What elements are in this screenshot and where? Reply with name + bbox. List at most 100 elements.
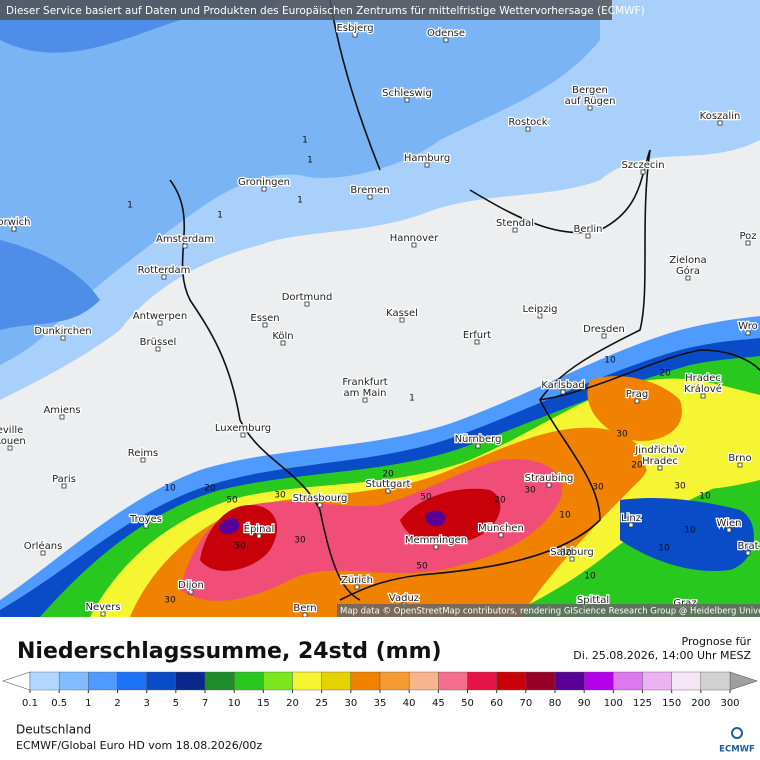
contour-label: 1 [297, 196, 303, 206]
contour-label: 10 [699, 492, 711, 502]
city-label: Dijon [178, 580, 204, 591]
city-label: München [478, 523, 524, 534]
city-label: Hradec [642, 456, 678, 467]
map-field [0, 0, 760, 617]
band-red [200, 488, 501, 571]
city-dot [433, 544, 439, 550]
city-label: Straubing [525, 473, 574, 484]
city-label: Brüssel [140, 337, 177, 348]
city-dot [262, 322, 268, 328]
city-label: Essen [250, 313, 279, 324]
city-dot [367, 194, 373, 200]
colorbar-tick-label: 100 [604, 698, 623, 709]
contour-label: 10 [584, 572, 596, 582]
city-label: Wro [738, 321, 757, 332]
city-dot [256, 533, 262, 539]
city-label: Góra [676, 265, 700, 277]
city-dot [59, 414, 65, 420]
logo: ECMWF [719, 745, 755, 755]
city-dot [7, 445, 13, 451]
city-dot [601, 333, 607, 339]
city-dot [352, 32, 358, 38]
city-label: Szczecin [621, 160, 664, 171]
city-label: auf Rügen [565, 96, 616, 107]
logo-icon [731, 727, 743, 739]
colorbar-tick-label: 35 [374, 698, 387, 709]
blob-blue [620, 498, 754, 571]
contour-label: 1 [217, 211, 223, 221]
city-label: orwich [0, 217, 31, 228]
city-label: Brno [728, 453, 751, 464]
contour-label: 50 [226, 496, 238, 506]
colorbar-tick-label: 60 [490, 698, 503, 709]
city-dot [354, 584, 360, 590]
contour-label: 20 [204, 484, 216, 494]
city-dot [140, 457, 146, 463]
city-dot [560, 389, 566, 395]
city-label: Luxemburg [215, 423, 271, 434]
colorbar-swatch [438, 671, 468, 691]
colorbar-swatch [292, 671, 322, 691]
colorbar-tick-label: 50 [461, 698, 474, 709]
city-label: Koszalin [700, 111, 741, 122]
city-label: Stendal [496, 218, 534, 229]
contour-label: 1 [302, 136, 308, 146]
colorbar-swatch [146, 671, 177, 691]
model-run: ECMWF/Global Euro HD vom 18.08.2026/00z [16, 739, 262, 752]
city-dot [587, 105, 593, 111]
city-dot [385, 488, 391, 494]
city-label: Králové [684, 383, 722, 395]
contour-label: 50 [416, 562, 428, 572]
city-label: Épinal [244, 522, 275, 535]
city-label: Amsterdam [156, 234, 214, 245]
city-label: Groningen [238, 177, 290, 188]
city-label: Odense [427, 28, 465, 39]
city-dot [726, 527, 732, 533]
blob-orange [587, 376, 682, 441]
contour-label: 10 [684, 526, 696, 536]
colorbar-swatch [613, 671, 643, 691]
contour-label: 30 [524, 486, 536, 496]
colorbar-tick-label: 3 [143, 698, 149, 709]
city-label: Kassel [386, 308, 418, 319]
city-label: Dunkirchen [34, 326, 91, 337]
colorbar-swatch [263, 671, 293, 691]
city-dot [525, 126, 531, 132]
colorbar-tick-label: 5 [173, 698, 179, 709]
city-label: Erfurt [463, 330, 491, 341]
colorbar-tick-label: 25 [315, 698, 328, 709]
city-label: am Main [344, 388, 387, 399]
border-east [339, 149, 651, 601]
city-dot [443, 37, 449, 43]
contour-label: 10 [604, 356, 616, 366]
colorbar-tick-label: 30 [344, 698, 357, 709]
city-dot [745, 330, 751, 336]
colorbar-swatch [350, 671, 381, 691]
colorbar-tick-label: 45 [432, 698, 445, 709]
contour-label: 30 [164, 596, 176, 606]
border-north [329, 0, 651, 234]
contour-label: 30 [274, 491, 286, 501]
colorbar-tick-label: 2 [114, 698, 120, 709]
city-dot [745, 550, 751, 556]
city-label: Rouen [0, 436, 26, 447]
disclaimer-box [0, 0, 612, 20]
city-dot [745, 240, 751, 246]
city-label: Zürich [341, 575, 373, 586]
colorbar-swatch [321, 671, 352, 691]
city-dot [182, 243, 188, 249]
colorbar-swatch [58, 671, 89, 691]
city-label: eville [0, 425, 23, 436]
contour-labels: 1 1 1 1 1 1 10 20 30 20 30 50 50 30 20 50 30 20 10 30 10 10 20… [127, 136, 711, 606]
city-label: Memmingen [405, 535, 467, 546]
city-dot [304, 301, 310, 307]
colorbar-swatch [642, 671, 672, 691]
precip-blue [0, 0, 600, 365]
city-label: Spittal [577, 595, 609, 606]
city-label: Brat [737, 541, 758, 552]
contour-label: 20 [659, 369, 671, 379]
city-dot [512, 227, 518, 233]
